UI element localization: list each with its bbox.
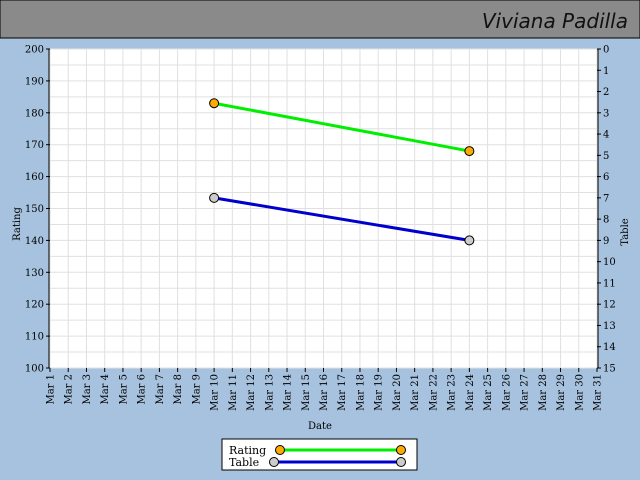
y-tick-label: 200 <box>25 45 44 56</box>
y2-tick-label: 4 <box>603 130 609 141</box>
x-tick-label: Mar 7 <box>155 374 166 405</box>
header-bar <box>0 0 640 39</box>
data-point-rating <box>464 146 475 157</box>
x-tick-label: Mar 3 <box>82 374 93 405</box>
y-tick-label: 130 <box>25 268 44 279</box>
x-tick-label: Mar 25 <box>483 374 494 411</box>
x-tick-label: Mar 2 <box>64 374 75 405</box>
legend-marker-table-end <box>396 457 406 467</box>
y-tick-label: 100 <box>25 364 44 375</box>
y-axis-title: Rating <box>12 207 23 241</box>
x-tick-label: Mar 24 <box>465 374 476 411</box>
legend-marker-table-start <box>269 457 279 467</box>
x-tick-label: Mar 6 <box>137 374 148 405</box>
x-axis-ticks: Mar 1 Mar 2 Mar 3 Mar 4 Mar 5 Mar 6 Mar 7 Mar 8… <box>46 368 604 411</box>
legend-box <box>221 438 418 471</box>
grid-lines <box>49 48 598 369</box>
y2-tick-label: 7 <box>603 193 609 204</box>
header-name: Viviana Padilla <box>482 9 628 33</box>
y2-tick-label: 10 <box>603 257 616 268</box>
x-tick-label: Mar 30 <box>574 374 585 411</box>
y2-tick-label: 15 <box>603 364 616 375</box>
y2-tick-label: 1 <box>603 66 609 77</box>
x-tick-label: Mar 29 <box>556 374 567 411</box>
x-tick-label: Mar 12 <box>246 374 257 411</box>
y-tick-label: 170 <box>25 140 44 151</box>
x-tick-label: Mar 26 <box>501 374 512 411</box>
y-tick-label: 160 <box>25 172 44 183</box>
x-tick-label: Mar 28 <box>538 374 549 411</box>
y-tick-label: 120 <box>25 300 44 311</box>
x-tick-label: Mar 18 <box>355 374 366 411</box>
data-point-table <box>464 235 475 246</box>
x-tick-label: Mar 4 <box>100 374 111 405</box>
legend-label-table: Table <box>229 456 259 469</box>
y-tick-label: 110 <box>25 332 44 343</box>
y2-tick-label: 8 <box>603 215 609 226</box>
data-point-table <box>209 192 220 203</box>
x-tick-label: Mar 23 <box>447 374 458 411</box>
data-point-rating <box>209 98 220 109</box>
x-tick-label: Mar 10 <box>210 374 221 411</box>
y2-tick-label: 12 <box>603 300 616 311</box>
x-tick-label: Mar 8 <box>173 374 184 405</box>
y-tick-label: 150 <box>25 204 44 215</box>
y2-tick-label: 3 <box>603 108 609 119</box>
y2-axis-title: Table <box>620 218 631 245</box>
series-line-rating <box>213 101 470 153</box>
series-line-table <box>213 196 470 242</box>
y2-tick-label: 11 <box>603 278 616 289</box>
y2-tick-label: 2 <box>603 87 609 98</box>
y2-tick-label: 5 <box>603 151 609 162</box>
x-tick-label: Mar 17 <box>337 374 348 411</box>
x-tick-label: Mar 13 <box>264 374 275 411</box>
x-tick-label: Mar 27 <box>520 374 531 411</box>
x-tick-label: Mar 31 <box>593 374 604 411</box>
x-tick-label: Mar 19 <box>374 374 385 411</box>
legend-label-rating: Rating <box>229 444 266 457</box>
y2-tick-label: 9 <box>603 236 609 247</box>
series-layer <box>209 98 475 246</box>
legend: Rating Table <box>221 438 418 471</box>
x-tick-label: Mar 16 <box>319 374 330 411</box>
x-tick-label: Mar 5 <box>118 374 129 405</box>
x-tick-label: Mar 1 <box>46 374 57 405</box>
y2-tick-label: 14 <box>603 342 616 353</box>
legend-marker-rating-start <box>275 445 285 455</box>
y-tick-label: 190 <box>25 76 44 87</box>
x-axis-title: Date <box>308 421 332 432</box>
y2-tick-label: 6 <box>603 172 609 183</box>
x-tick-label: Mar 22 <box>428 374 439 411</box>
y-tick-label: 180 <box>25 108 44 119</box>
x-tick-label: Mar 14 <box>283 374 294 411</box>
x-tick-label: Mar 11 <box>228 374 239 411</box>
x-tick-label: Mar 15 <box>301 374 312 411</box>
legend-marker-rating-end <box>396 445 406 455</box>
y-axis-ticks: 100 110 120 130 140 150 160 170 180 190 200 <box>25 45 50 375</box>
x-tick-label: Mar 20 <box>392 374 403 411</box>
y-tick-label: 140 <box>25 236 44 247</box>
y2-tick-label: 0 <box>603 45 609 56</box>
x-tick-label: Mar 21 <box>410 374 421 411</box>
x-tick-label: Mar 9 <box>191 374 202 405</box>
y2-tick-label: 13 <box>603 321 616 332</box>
